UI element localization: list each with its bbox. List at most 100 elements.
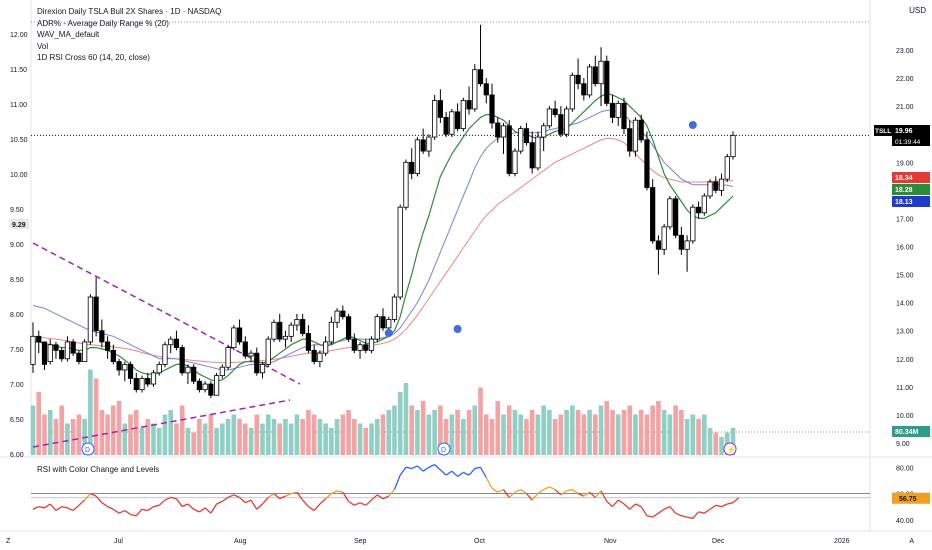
volume-bar xyxy=(88,369,93,455)
price-label-value: 80.34M xyxy=(895,429,919,436)
rsi-segment xyxy=(617,499,625,505)
left-tick-label: 9.00 xyxy=(10,242,24,249)
volume-bar xyxy=(478,387,483,455)
rsi-segment xyxy=(313,503,321,511)
candle-body xyxy=(581,83,587,96)
candle-body xyxy=(523,128,530,144)
volume-bar xyxy=(139,428,145,455)
indicator-rsi-cross[interactable]: 1D RSI Cross 60 (14, 20, close) xyxy=(37,53,150,62)
countdown-box xyxy=(892,136,930,146)
rsi-segment xyxy=(227,494,235,499)
left-tick-label: 11.00 xyxy=(10,102,27,109)
rsi-segment xyxy=(663,506,671,510)
candle-body xyxy=(673,198,679,236)
rsi-segment xyxy=(170,496,177,500)
price-tick-label: 10.00 xyxy=(896,413,914,420)
candle-body xyxy=(449,111,455,135)
volume-bar xyxy=(592,414,598,455)
left-price-marker xyxy=(9,219,29,229)
candle-body xyxy=(477,69,484,85)
candle-body xyxy=(116,361,122,371)
rsi-segment xyxy=(428,464,435,468)
rsi-segment xyxy=(331,490,338,495)
rsi-pane-title[interactable]: RSI with Color Change and Levels xyxy=(37,465,160,474)
candle-body xyxy=(374,316,380,340)
rsi-segment xyxy=(577,492,585,497)
volume-bar xyxy=(730,428,736,455)
volume-bar xyxy=(271,419,277,455)
candle-body xyxy=(345,316,352,340)
rsi-segment xyxy=(491,487,499,493)
price-tick-label: 13.00 xyxy=(896,329,914,336)
indicator-volume[interactable]: Vol xyxy=(37,41,49,51)
left-tick-label: 10.00 xyxy=(10,172,28,179)
candle-body xyxy=(650,187,656,242)
candle-body xyxy=(454,111,461,130)
volume-bar xyxy=(627,405,633,455)
rsi-segment xyxy=(732,497,740,504)
volume-bar xyxy=(650,405,655,455)
volume-bar xyxy=(294,414,300,455)
volume-bar xyxy=(99,410,105,455)
volume-bar xyxy=(397,392,403,455)
rsi-segment xyxy=(256,503,263,510)
volume-bar xyxy=(151,423,156,455)
candle-body xyxy=(701,195,707,214)
rsi-segment xyxy=(371,494,378,501)
candle-body xyxy=(432,100,438,138)
volume-bar xyxy=(483,414,489,455)
volume-bar xyxy=(185,428,191,455)
rsi-segment xyxy=(549,486,556,491)
price-label-value: 19.96 xyxy=(895,128,913,135)
rsi-segment xyxy=(90,492,97,497)
volume-bar xyxy=(690,414,696,455)
rsi-segment xyxy=(118,509,126,514)
candle-body xyxy=(678,234,684,250)
volume-bar xyxy=(346,410,351,455)
time-tick-label: Aug xyxy=(234,538,247,545)
price-tick-label: 11.00 xyxy=(896,385,913,392)
volume-bar xyxy=(288,423,294,455)
rsi-tick-label: 40.00 xyxy=(896,518,914,525)
volume-bar xyxy=(443,419,449,455)
volume-bar xyxy=(225,419,231,455)
rsi-segment xyxy=(405,466,412,470)
volume-bar xyxy=(604,401,610,455)
rsi-segment xyxy=(669,506,677,514)
volume-bar xyxy=(334,419,340,455)
candle-body xyxy=(288,324,294,337)
rsi-segment xyxy=(675,512,682,517)
candle-body xyxy=(99,330,105,343)
volume-bar xyxy=(564,410,569,455)
currency-label[interactable]: USD xyxy=(909,6,926,15)
volume-bar xyxy=(512,410,518,455)
candle-body xyxy=(437,100,443,118)
rsi-segment xyxy=(107,506,114,510)
volume-bar xyxy=(374,419,380,455)
rsi-segment xyxy=(646,515,653,518)
candle-body xyxy=(173,338,180,348)
candle-body xyxy=(644,139,650,188)
candle-body xyxy=(191,366,197,382)
candle-body xyxy=(363,344,369,351)
rsi-segment xyxy=(629,503,636,510)
candle-body xyxy=(638,119,644,141)
rsi-segment xyxy=(709,504,717,510)
indicator-adr[interactable]: ADR% - Average Daily Range % (20) xyxy=(37,18,169,28)
rsi-segment xyxy=(416,465,424,472)
rsi-segment xyxy=(336,490,343,493)
candle-body xyxy=(254,352,260,374)
rsi-segment xyxy=(101,502,108,508)
rsi-segment xyxy=(439,469,447,476)
candle-body xyxy=(730,134,736,158)
candle-body xyxy=(196,380,202,391)
rsi-segment xyxy=(325,493,332,500)
indicator-wav-ma[interactable]: WAV_MA_default xyxy=(37,30,100,39)
auto-scale-button[interactable]: A xyxy=(909,538,914,545)
candle-body xyxy=(311,349,317,362)
zoom-button[interactable]: Z xyxy=(6,538,11,545)
volume-bar xyxy=(713,432,719,455)
event-marker-label: ⚡ xyxy=(727,445,736,454)
volume-bar xyxy=(535,414,541,455)
